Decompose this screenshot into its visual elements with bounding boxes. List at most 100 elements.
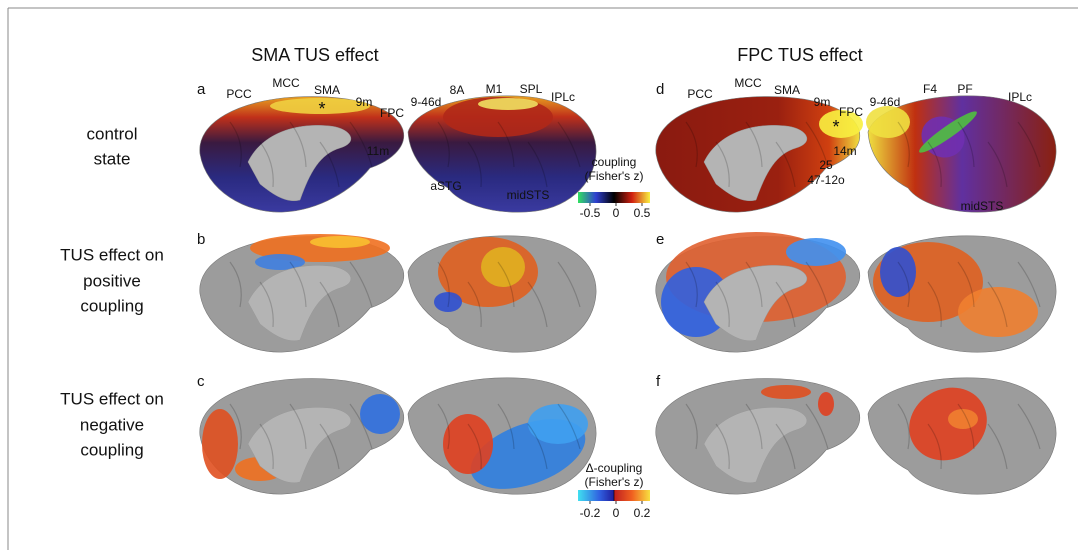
activation-blob [434, 292, 462, 312]
medial-wall [703, 125, 808, 202]
sulcus [1017, 403, 1041, 450]
row-label: positive [83, 271, 141, 290]
region-label: 14m [833, 144, 856, 158]
sulcus [715, 141, 730, 188]
sulcus [987, 281, 1008, 328]
sulcus [805, 121, 829, 168]
sulcus [987, 423, 1008, 470]
row-label: coupling [80, 440, 143, 459]
sulcus [229, 121, 242, 168]
row-label: coupling [80, 296, 143, 315]
lateral-brain [407, 95, 597, 213]
activation-blob [478, 98, 538, 110]
column-title: FPC TUS effect [737, 45, 862, 65]
seed-marker: * [832, 117, 839, 137]
region-label: 9m [814, 95, 831, 109]
region-label: 47-12o [807, 173, 845, 187]
sulcus [527, 141, 548, 188]
sulcus [437, 261, 450, 308]
activation-blob [270, 98, 370, 114]
region-label: MCC [272, 76, 300, 90]
sulcus [745, 121, 763, 168]
sulcus [349, 121, 373, 168]
medial-brain [199, 234, 405, 353]
medial-wall [703, 407, 808, 484]
sulcus [745, 261, 763, 308]
medial-wall [247, 125, 352, 202]
colorbar-title: Δ-coupling [586, 461, 643, 475]
region-label: IPLc [551, 90, 575, 104]
sulcus [775, 141, 796, 188]
sulcus [259, 141, 274, 188]
sulcus [437, 121, 450, 168]
activation-blob [819, 110, 863, 138]
colorbar-tick-label: -0.2 [580, 506, 601, 520]
sulcus [349, 261, 373, 308]
region-label: M1 [486, 82, 503, 96]
medial-wall [247, 407, 352, 484]
sulcus [497, 261, 515, 308]
panel-letter: e [656, 231, 664, 248]
activation-blob [761, 385, 811, 399]
medial-brain [655, 378, 861, 495]
sulcus [319, 141, 340, 188]
sulcus [467, 423, 482, 470]
region-label: MCC [734, 76, 762, 90]
sulcus [1017, 121, 1041, 168]
region-label: aSTG [430, 179, 461, 193]
sulcus [927, 141, 942, 188]
sulcus [467, 141, 482, 188]
column-title: SMA TUS effect [251, 45, 378, 65]
colorbar-tick-label: 0.2 [634, 506, 651, 520]
sulcus [527, 281, 548, 328]
sulcus [715, 281, 730, 328]
sulcus [897, 261, 910, 308]
medial-brain [655, 232, 861, 353]
activation-blob [919, 111, 977, 153]
sulcus [259, 281, 274, 328]
activation-blob [310, 236, 370, 248]
sulcus [745, 403, 763, 450]
colorbar-tick-label: 0.5 [634, 206, 651, 220]
region-label: SMA [774, 83, 800, 97]
sulcus [319, 281, 340, 328]
region-label: 8A [450, 83, 465, 97]
sulcus [527, 423, 548, 470]
panel-letter: f [656, 373, 661, 390]
sulcus [289, 403, 307, 450]
sulcus [289, 121, 307, 168]
region-label: 25 [819, 158, 833, 172]
sulcus [1017, 261, 1041, 308]
sulcus [229, 403, 242, 450]
sulcus [957, 121, 975, 168]
sulcus [897, 403, 910, 450]
sulcus [557, 403, 581, 450]
region-label: F4 [923, 82, 937, 96]
sulcus [715, 423, 730, 470]
sulcus [775, 281, 796, 328]
region-label: 9-46d [870, 95, 901, 109]
region-label: 9-46d [411, 95, 442, 109]
activation-blob [880, 247, 916, 297]
panel-letter: d [656, 81, 664, 98]
medial-brain [199, 378, 405, 495]
activation-blob [818, 392, 834, 416]
colorbar-tick-label: 0 [613, 206, 620, 220]
sulcus [289, 261, 307, 308]
sulcus [897, 121, 910, 168]
sulcus [927, 423, 942, 470]
region-label: FPC [380, 106, 404, 120]
medial-brain [655, 96, 863, 213]
activation-blob [948, 409, 978, 429]
region-label: SPL [520, 82, 543, 96]
row-label: negative [80, 415, 144, 434]
sulcus [259, 423, 274, 470]
seed-marker: * [318, 99, 325, 119]
region-label: 11m [367, 144, 389, 158]
lateral-brain [407, 377, 597, 495]
region-label: PF [957, 82, 972, 96]
lateral-brain [407, 235, 597, 353]
medial-brain [199, 96, 405, 213]
activation-blob [202, 409, 238, 479]
sulcus [349, 403, 373, 450]
